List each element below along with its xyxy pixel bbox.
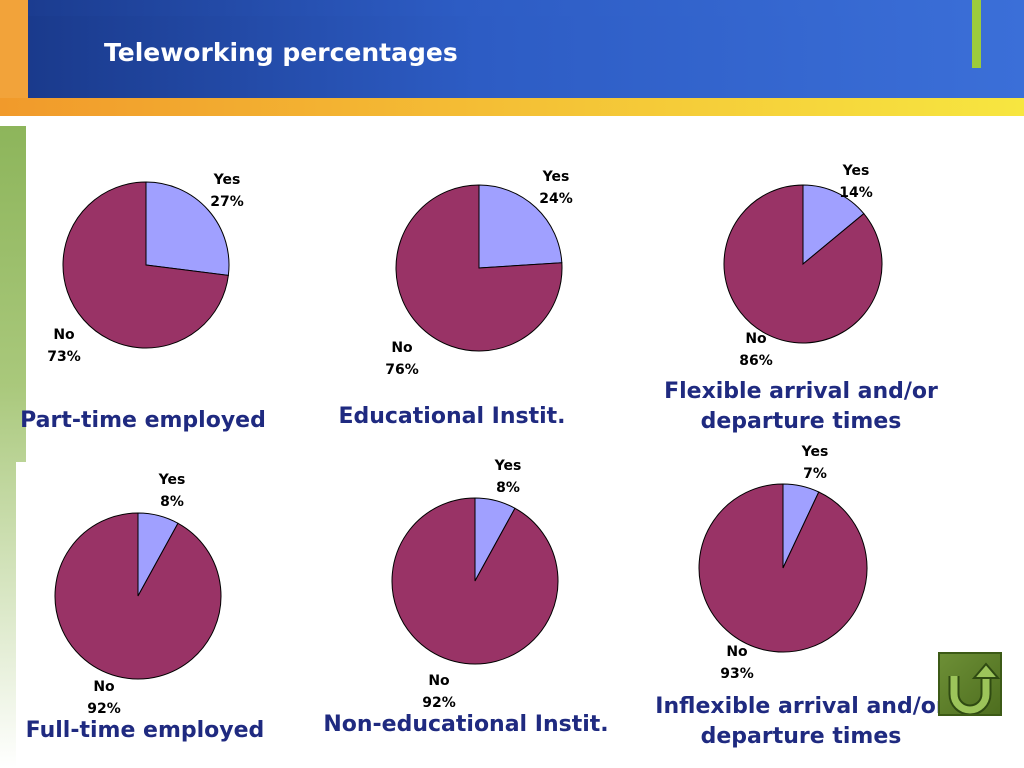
yes-label-percent: 14% [839, 185, 873, 201]
no-label-percent: 76% [385, 362, 419, 378]
no-label-percent: 73% [47, 349, 81, 365]
yes-label-category: Yes [158, 472, 186, 488]
caption-flexible: Flexible arrival and/or departure times [664, 379, 938, 434]
caption-educational: Educational Instit. [338, 404, 566, 429]
yes-label-percent: 8% [496, 480, 520, 496]
yes-label-category: Yes [842, 163, 870, 179]
no-label-category: No [93, 679, 115, 695]
no-slice [395, 184, 563, 352]
pie-chart-3: Yes 14% No 86% [723, 163, 883, 369]
pie-chart-6: Yes 7% No 93% [698, 444, 868, 682]
no-label-category: No [53, 327, 75, 343]
no-slice [698, 483, 868, 653]
yes-label-category: Yes [801, 444, 829, 460]
pie-chart-2: Yes 24% No 76% [385, 169, 573, 378]
yes-label: Yes 8% [158, 472, 186, 510]
yes-label: Yes 8% [494, 458, 522, 496]
yes-label-category: Yes [494, 458, 522, 474]
no-slice [391, 497, 559, 665]
no-label-category: No [726, 644, 748, 660]
caption-inflexible: Inflexible arrival and/or departure time… [655, 694, 947, 749]
caption-full-time: Full-time employed [25, 718, 265, 743]
yes-label-percent: 8% [160, 494, 184, 510]
pie-chart-5: Yes 8% No 92% [391, 458, 559, 711]
yes-slice [145, 181, 230, 276]
no-label-category: No [745, 331, 767, 347]
no-label-category: No [391, 340, 413, 356]
no-label-category: No [428, 673, 450, 689]
yes-label-percent: 7% [803, 466, 827, 482]
yes-label-category: Yes [213, 172, 241, 188]
no-label: No 92% [87, 679, 121, 717]
no-label: No 86% [739, 331, 773, 369]
pie-chart-4: Yes 8% No 92% [54, 472, 222, 717]
yes-label-percent: 27% [210, 194, 244, 210]
yes-label: Yes 7% [801, 444, 829, 482]
u-turn-arrow-icon [948, 662, 1001, 716]
yes-label-percent: 24% [539, 191, 573, 207]
left-strip-notch [16, 462, 28, 768]
no-label: No 73% [47, 327, 81, 365]
no-label-percent: 92% [87, 701, 121, 717]
caption-non-educational: Non-educational Instit. [323, 712, 609, 737]
no-label-percent: 93% [720, 666, 754, 682]
return-button[interactable] [938, 652, 1002, 716]
yes-label: Yes 27% [210, 172, 244, 210]
yes-label: Yes 24% [539, 169, 573, 207]
no-slice [62, 181, 229, 349]
caption-part-time: Part-time employed [20, 408, 266, 433]
yes-label: Yes 14% [839, 163, 873, 201]
slide-header: Teleworking percentages [0, 0, 1024, 120]
no-label: No 76% [385, 340, 419, 378]
no-label-percent: 92% [422, 695, 456, 711]
yes-label-category: Yes [542, 169, 570, 185]
yes-slice [802, 184, 865, 266]
no-slice [723, 184, 883, 344]
no-label: No 92% [422, 673, 456, 711]
no-label: No 93% [720, 644, 754, 682]
no-slice [54, 512, 222, 680]
header-banner [0, 0, 1024, 116]
pie-chart-1: Yes 27% No 73% [47, 172, 244, 365]
no-label-percent: 86% [739, 353, 773, 369]
yes-slice [478, 184, 563, 269]
slide-title: Teleworking percentages [104, 38, 458, 67]
